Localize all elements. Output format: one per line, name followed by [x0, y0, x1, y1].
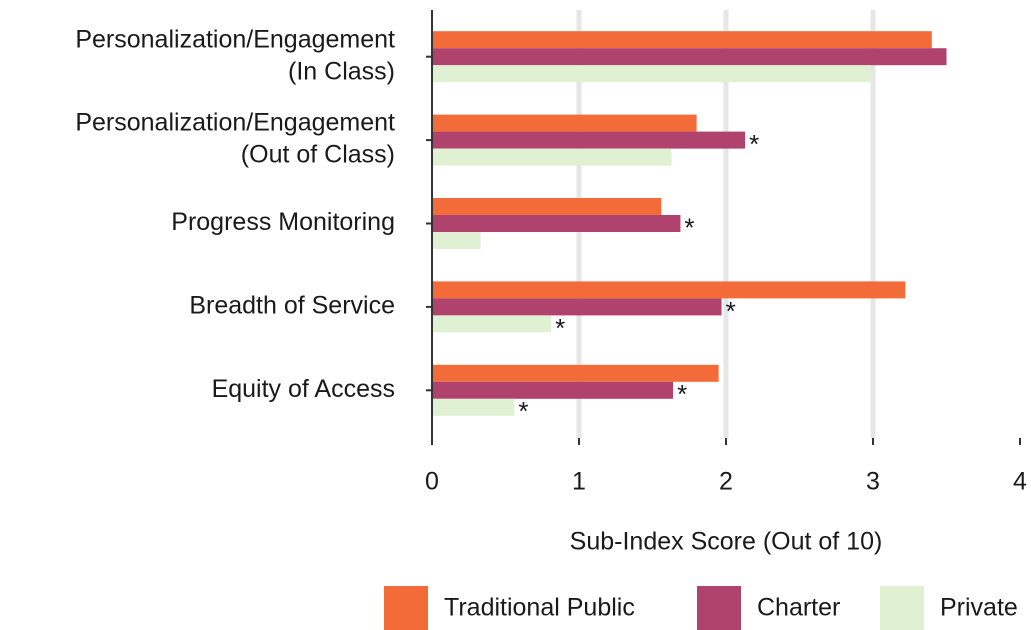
- significance-marker: *: [749, 129, 759, 159]
- legend-label: Private: [940, 594, 1018, 622]
- y-tick-label: Breadth of Service: [189, 292, 395, 320]
- legend-swatch: [384, 586, 428, 630]
- legend-swatch: [697, 586, 741, 630]
- y-tick-label: (Out of Class): [241, 141, 395, 169]
- bar: [432, 148, 672, 166]
- bar: [432, 381, 674, 399]
- significance-marker: *: [677, 379, 687, 409]
- bar: [432, 398, 515, 416]
- x-tick-label: 3: [866, 468, 880, 496]
- bar: [432, 65, 872, 83]
- y-tick-label: Progress Monitoring: [171, 208, 395, 236]
- x-tick-label: 4: [1013, 468, 1027, 496]
- legend-swatch: [880, 586, 924, 630]
- x-axis-label: Sub-Index Score (Out of 10): [570, 528, 883, 556]
- significance-marker: *: [684, 212, 694, 242]
- x-tick-label: 2: [719, 468, 733, 496]
- legend-label: Traditional Public: [444, 594, 635, 622]
- bar: [432, 114, 697, 132]
- y-tick-label: Personalization/Engagement: [75, 109, 395, 137]
- significance-marker: *: [726, 296, 736, 326]
- legend-label: Charter: [757, 594, 840, 622]
- bar: [432, 31, 932, 49]
- y-tick-label: Personalization/Engagement: [75, 25, 395, 53]
- bar: [432, 215, 681, 232]
- bar: [432, 298, 722, 316]
- bar: [432, 281, 906, 299]
- significance-marker: *: [518, 396, 528, 426]
- bar: [432, 131, 746, 149]
- bar: [432, 48, 947, 66]
- bar: [432, 364, 719, 382]
- bar: [432, 198, 662, 215]
- y-tick-label: (In Class): [288, 57, 395, 85]
- y-tick-label: Equity of Access: [212, 375, 395, 403]
- bar: [432, 232, 481, 249]
- x-tick-label: 0: [425, 468, 439, 496]
- significance-marker: *: [555, 313, 565, 343]
- bar: [432, 315, 552, 333]
- x-tick-label: 1: [572, 468, 586, 496]
